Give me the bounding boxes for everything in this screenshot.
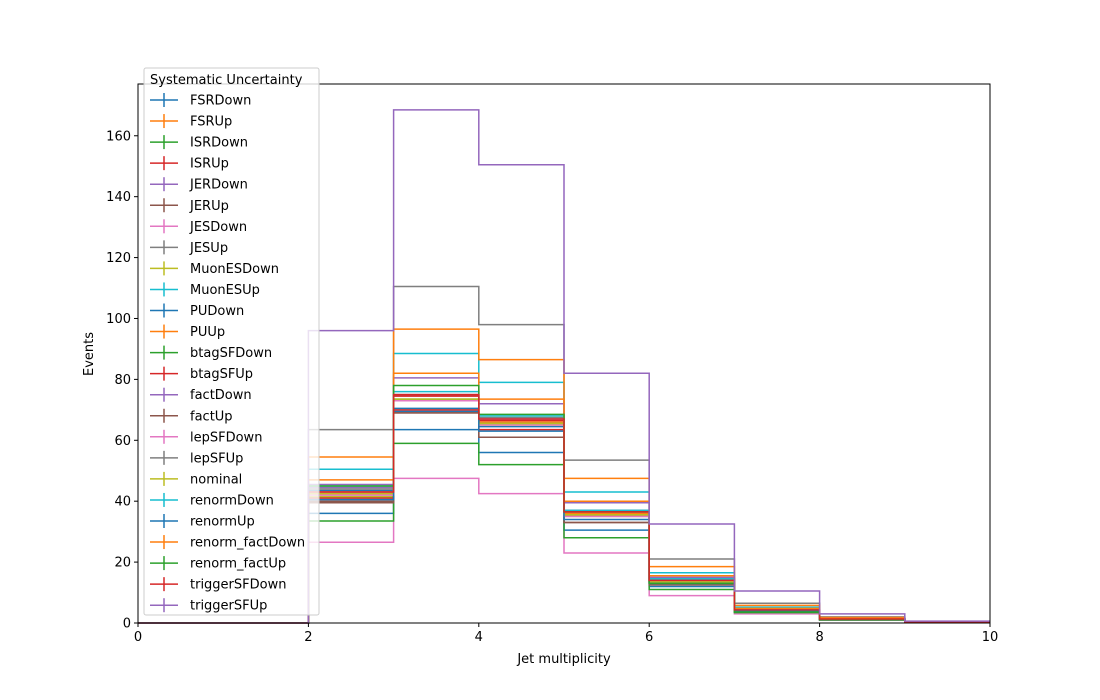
legend-item: renormUp [150,514,255,530]
legend-label: MuonESUp [190,283,260,298]
legend-label: PUDown [190,304,244,319]
y-axis: 0 20 40 60 80 100 120 140 160 [106,129,138,632]
legend-item: ISRDown [150,135,248,151]
legend-label: renormUp [190,515,255,530]
legend-item: PUUp [150,324,225,340]
legend-item: triggerSFUp [150,598,267,614]
x-tick-label: 8 [815,630,823,645]
x-tick-label: 6 [645,630,653,645]
legend-label: JESDown [189,220,247,235]
y-tick-label: 60 [114,434,131,449]
legend-item: btagSFDown [150,345,272,361]
legend-item: renorm_factDown [150,535,305,551]
legend-item: JESUp [150,240,228,256]
legend-item: factUp [150,408,233,424]
legend-item: ISRUp [150,156,229,172]
axes-frame [137,83,991,624]
y-tick-label: 160 [106,129,131,144]
legend-label: btagSFUp [190,367,253,382]
x-tick-label: 10 [982,630,999,645]
x-tick-label: 0 [134,630,142,645]
legend-item: renormDown [150,492,274,508]
legend: Systematic Uncertainty FSRDown FSRUp ISRDo… [143,67,320,616]
y-tick-label: 120 [106,251,131,266]
x-axis: 0 2 4 6 8 10 [134,623,998,645]
legend-label: nominal [190,472,242,487]
legend-label: ISRUp [190,157,229,172]
legend-item: btagSFUp [150,366,253,382]
legend-item: lepSFDown [150,429,262,445]
legend-label: factUp [190,409,233,424]
legend-label: triggerSFUp [190,599,267,614]
legend-label: FSRDown [190,94,251,109]
x-axis-label: Jet multiplicity [516,652,611,667]
legend-items: FSRDown FSRUp ISRDown ISRUp JERDown JERUp JESD… [150,93,305,614]
legend-label: factDown [190,388,252,403]
legend-label: lepSFDown [190,430,262,445]
legend-item: FSRUp [150,114,232,130]
legend-item: JESDown [150,219,247,235]
legend-label: renorm_factUp [190,557,286,572]
legend-label: btagSFDown [190,346,272,361]
legend-item: JERDown [150,177,248,193]
legend-item: factDown [150,387,252,403]
legend-title: Systematic Uncertainty [150,73,303,88]
legend-item: nominal [150,471,242,487]
legend-label: JESUp [189,241,228,256]
legend-label: renorm_factDown [190,536,305,551]
legend-label: PUUp [190,325,225,340]
y-tick-label: 20 [114,556,131,571]
legend-label: FSRUp [190,115,232,130]
x-tick-label: 2 [304,630,312,645]
legend-item: FSRDown [150,93,251,109]
legend-label: triggerSFDown [190,578,286,593]
y-tick-label: 140 [106,190,131,205]
legend-label: JERDown [189,178,248,193]
legend-label: MuonESDown [190,262,279,277]
legend-item: MuonESDown [150,261,279,277]
legend-item: lepSFUp [150,450,243,466]
legend-item: MuonESUp [150,282,260,298]
y-axis-label: Events [82,332,97,376]
x-tick-label: 4 [475,630,483,645]
legend-item: renorm_factUp [150,556,286,572]
legend-label: lepSFUp [190,451,243,466]
y-tick-label: 40 [114,495,131,510]
legend-box [143,67,320,616]
legend-label: JERUp [189,199,229,214]
legend-label: ISRDown [190,136,248,151]
legend-label: renormDown [190,493,274,508]
y-tick-label: 80 [114,373,131,388]
legend-item: PUDown [150,303,244,319]
legend-item: JERUp [150,198,229,214]
y-tick-label: 0 [123,617,131,632]
y-tick-label: 100 [106,312,131,327]
legend-item: triggerSFDown [150,577,286,593]
